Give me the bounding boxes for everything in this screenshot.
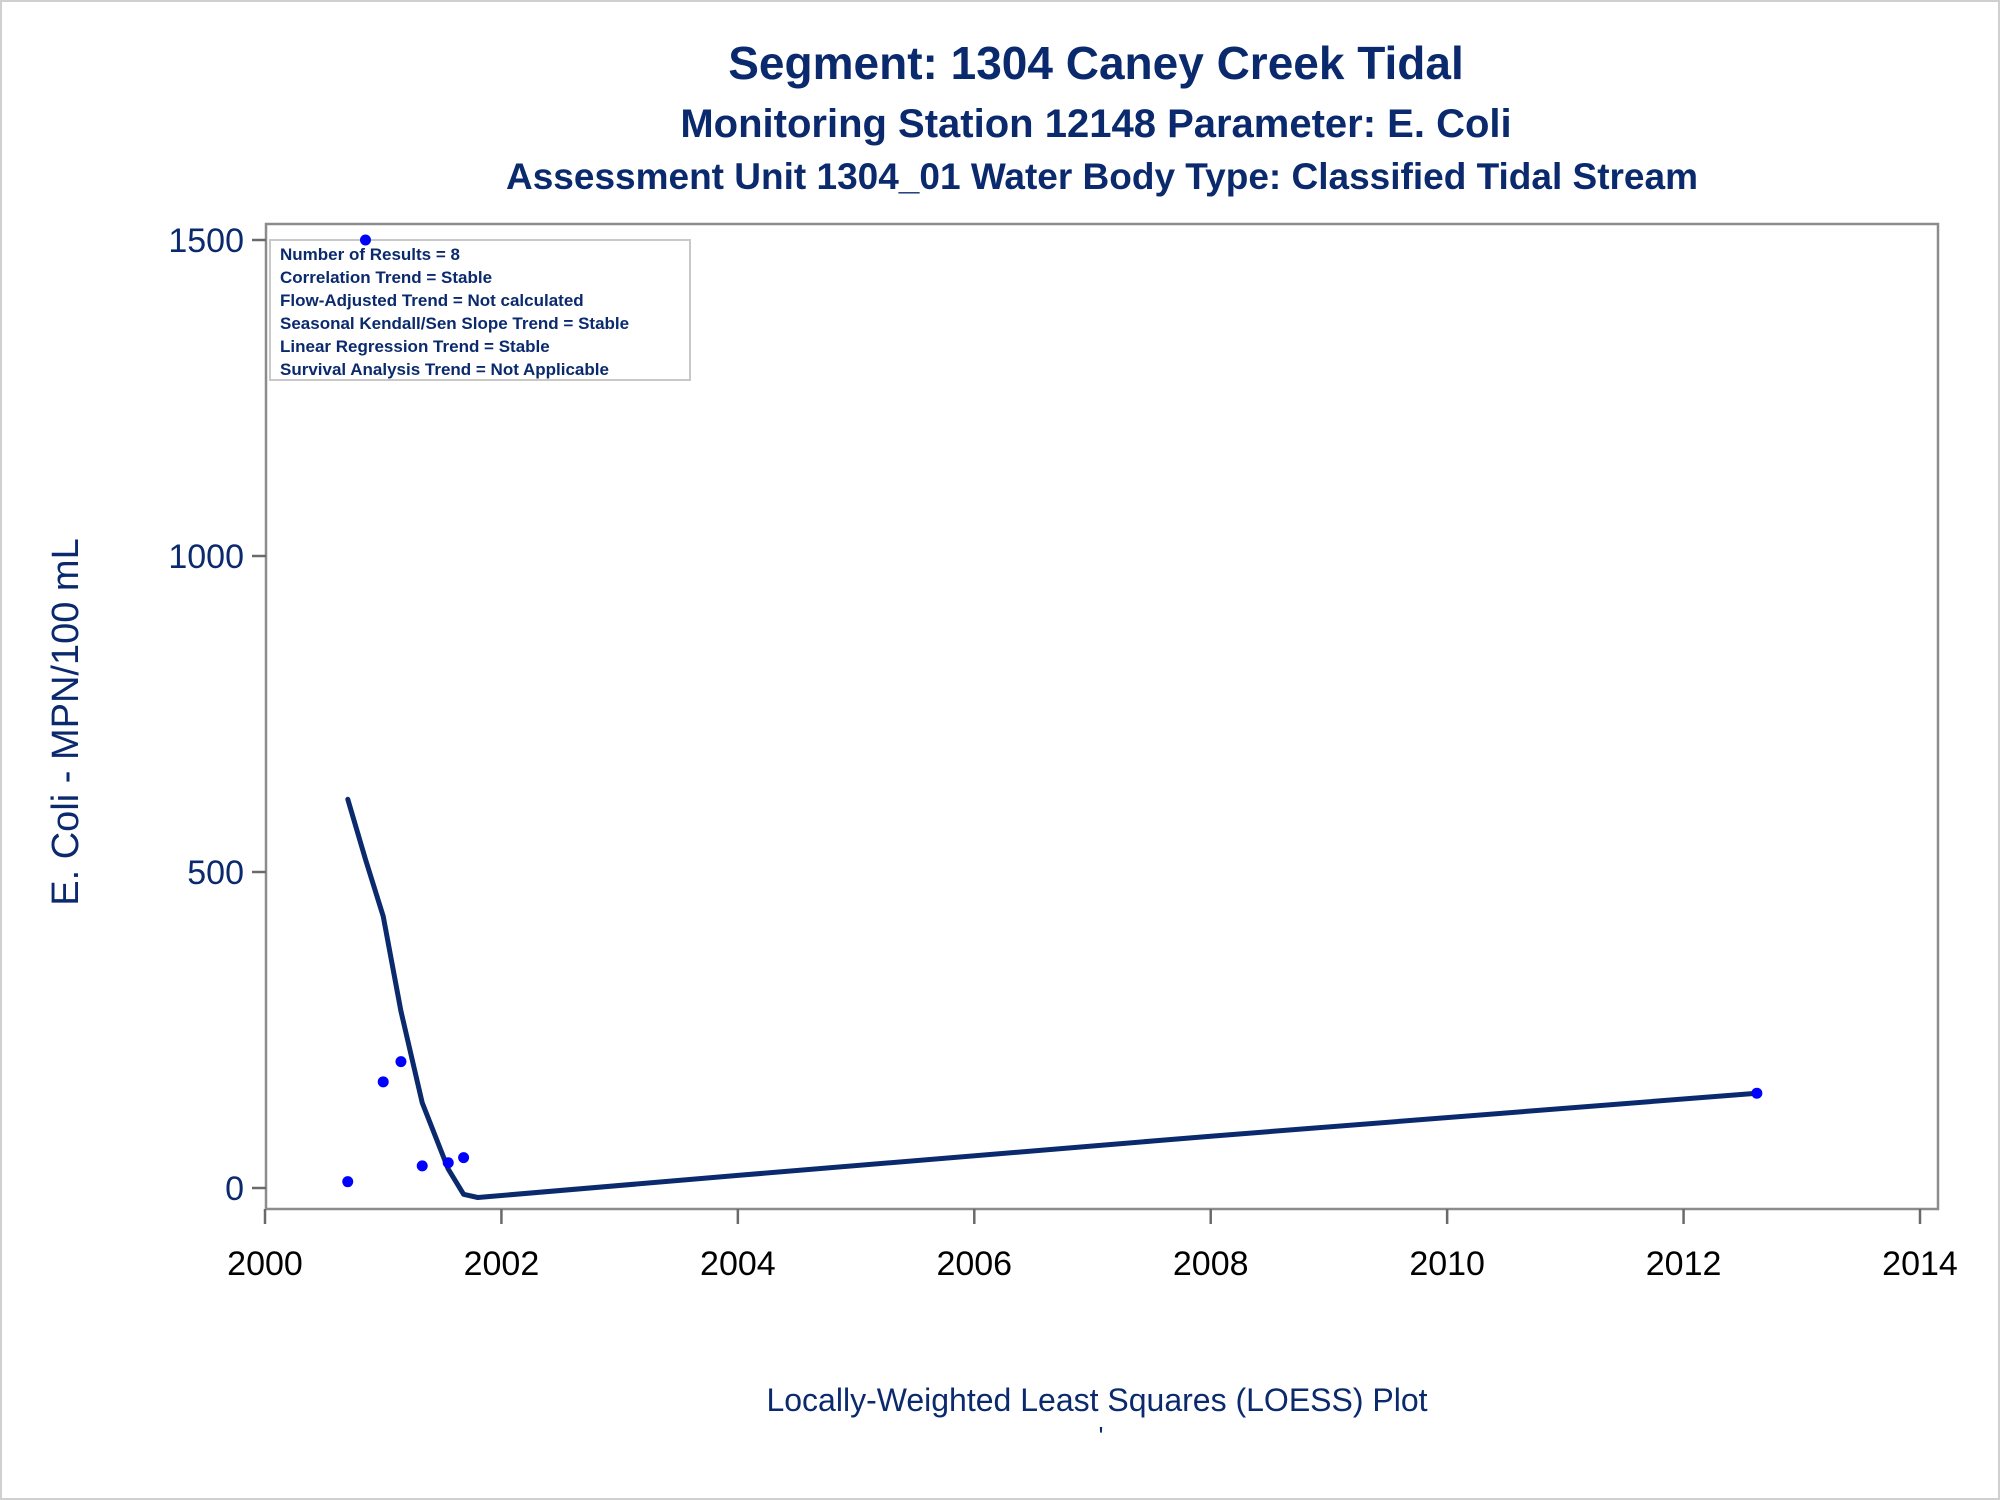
x-tick-label: 2012 <box>1646 1245 1722 1283</box>
x-tick-label: 2004 <box>700 1245 776 1283</box>
x-tick-label: 2000 <box>227 1245 303 1283</box>
y-axis-label: E. Coli - MPN/100 mL <box>45 538 87 905</box>
data-point <box>458 1152 470 1164</box>
y-tick-label: 500 <box>187 854 244 892</box>
inset-line-6: Survival Analysis Trend = Not Applicable <box>280 360 609 379</box>
inset-line-2: Correlation Trend = Stable <box>280 268 492 287</box>
y-tick-label: 1000 <box>168 538 244 576</box>
data-point <box>342 1176 354 1188</box>
x-tick-label: 2006 <box>936 1245 1012 1283</box>
inset-line-3: Flow-Adjusted Trend = Not calculated <box>280 291 584 310</box>
data-point <box>416 1160 428 1172</box>
inset-line-1: Number of Results = 8 <box>280 245 460 264</box>
y-axis: 0 500 1000 1500 <box>168 222 266 1208</box>
y-tick-label: 0 <box>225 1170 244 1208</box>
data-point <box>442 1157 454 1169</box>
stats-inset: Number of Results = 8 Correlation Trend … <box>269 239 691 381</box>
data-point <box>1751 1087 1763 1099</box>
x-tick-label: 2002 <box>464 1245 540 1283</box>
chart-subtitle-2: Assessment Unit 1304_01 Water Body Type:… <box>506 156 1698 197</box>
x-axis-label: Locally-Weighted Least Squares (LOESS) P… <box>766 1382 1427 1418</box>
x-tick-label: 2010 <box>1409 1245 1485 1283</box>
footnote: ' <box>1099 1421 1104 1451</box>
inset-line-5: Linear Regression Trend = Stable <box>280 337 550 356</box>
inset-line-4: Seasonal Kendall/Sen Slope Trend = Stabl… <box>280 314 629 333</box>
stats-inset-box <box>269 239 691 381</box>
chart-subtitle: Monitoring Station 12148 Parameter: E. C… <box>680 102 1511 146</box>
data-point <box>359 234 371 246</box>
chart-title: Segment: 1304 Caney Creek Tidal <box>728 37 1463 89</box>
plot-area <box>264 222 1940 1211</box>
x-axis: 2000 2002 2004 2006 2008 2010 2012 2014 <box>227 1209 1958 1283</box>
series-layer <box>342 234 1763 1200</box>
data-point <box>395 1056 407 1068</box>
y-tick-label: 1500 <box>168 222 244 260</box>
x-tick-label: 2014 <box>1882 1245 1958 1283</box>
x-tick-label: 2008 <box>1173 1245 1249 1283</box>
data-point <box>377 1076 389 1088</box>
loess-trend-line <box>345 796 1760 1200</box>
